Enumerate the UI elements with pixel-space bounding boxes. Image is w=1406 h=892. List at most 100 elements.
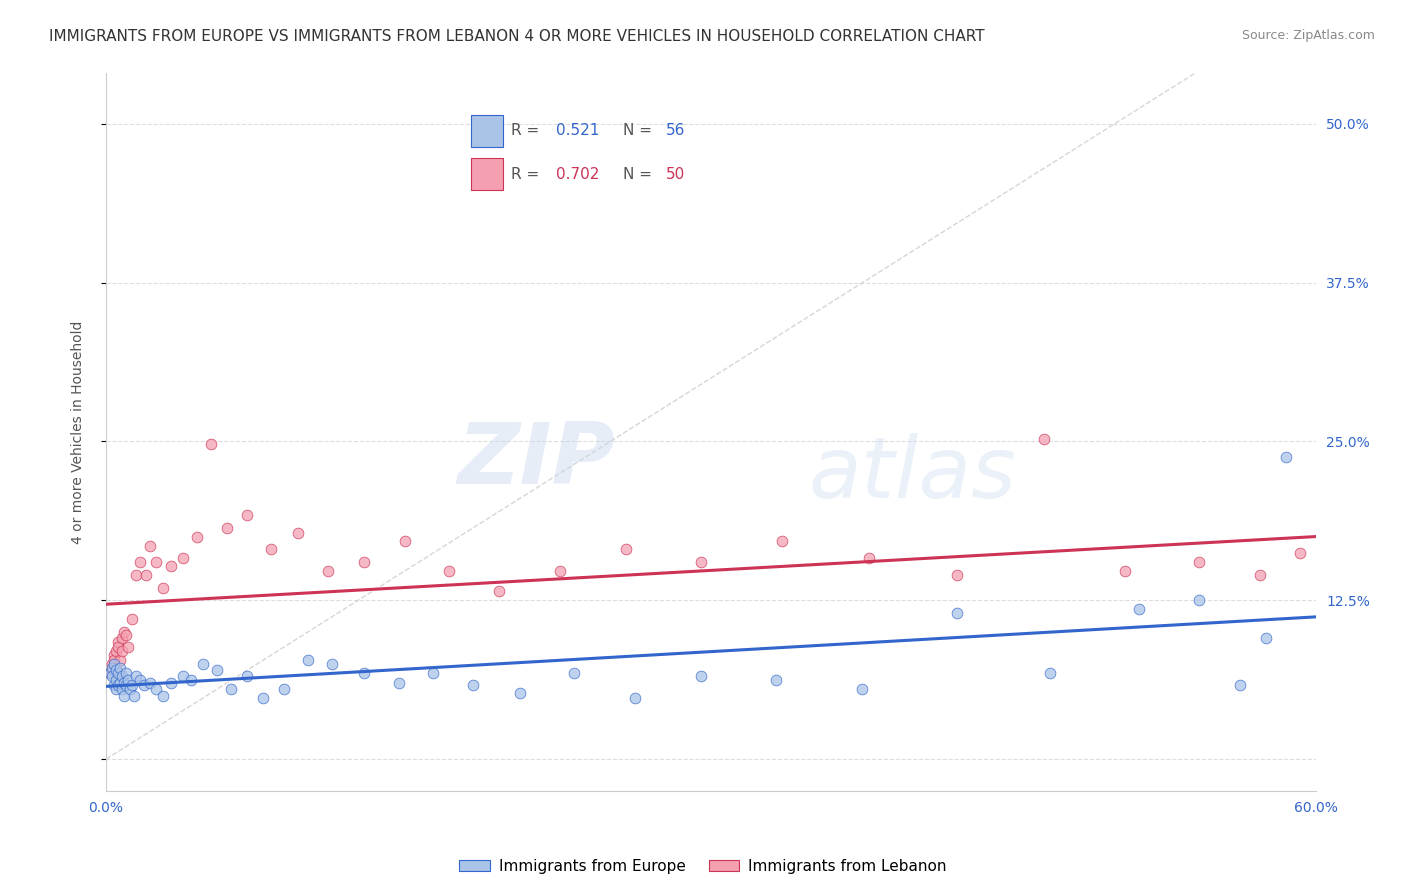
Point: [316, 564, 339, 578]
Point: [105, 660, 128, 674]
Point: [101, 663, 124, 677]
Point: [273, 682, 295, 697]
Point: [260, 542, 283, 557]
Point: [112, 689, 135, 703]
Point: [121, 678, 143, 692]
Point: [1289, 546, 1312, 560]
Point: [172, 551, 194, 566]
Point: [112, 625, 135, 640]
Point: [135, 567, 157, 582]
Point: [98, 665, 121, 680]
Point: [770, 533, 793, 548]
Point: [690, 555, 713, 569]
Point: [125, 669, 148, 683]
Point: [124, 689, 146, 703]
Point: [108, 653, 131, 667]
Point: [437, 564, 460, 578]
Point: [103, 678, 125, 692]
Point: [1229, 678, 1251, 692]
Point: [159, 558, 181, 573]
Point: [1329, 567, 1351, 582]
Point: [107, 640, 129, 655]
Point: [236, 508, 259, 522]
Point: [463, 678, 485, 692]
Point: [623, 691, 645, 706]
Point: [1341, 558, 1364, 573]
Point: [321, 657, 343, 671]
Point: [509, 686, 531, 700]
Point: [1254, 632, 1277, 646]
Point: [115, 665, 138, 680]
Point: [946, 567, 969, 582]
Point: [111, 682, 134, 697]
Point: [1039, 665, 1062, 680]
Point: [105, 682, 128, 697]
Point: [105, 644, 128, 658]
Point: [1128, 602, 1150, 616]
Point: [101, 660, 124, 674]
Point: [108, 676, 131, 690]
Point: [139, 676, 162, 690]
Point: [111, 669, 134, 683]
Point: [103, 657, 125, 671]
Point: [111, 644, 134, 658]
Point: [252, 691, 274, 706]
Point: [205, 663, 228, 677]
Point: [121, 612, 143, 626]
Point: [353, 555, 375, 569]
Point: [1249, 567, 1271, 582]
Point: [101, 657, 124, 671]
Point: [112, 676, 135, 690]
Point: [107, 665, 129, 680]
Point: [690, 669, 713, 683]
Point: [139, 539, 162, 553]
Text: ZIP: ZIP: [457, 419, 614, 502]
Point: [115, 678, 138, 692]
Point: [105, 673, 128, 688]
Point: [488, 584, 510, 599]
Text: atlas: atlas: [808, 434, 1017, 516]
Point: [145, 555, 167, 569]
Point: [129, 673, 152, 688]
Point: [180, 673, 202, 688]
Point: [120, 682, 142, 697]
Point: [129, 555, 152, 569]
Point: [134, 678, 156, 692]
Point: [115, 627, 138, 641]
Point: [108, 660, 131, 674]
Point: [1114, 564, 1136, 578]
Point: [422, 665, 444, 680]
Point: [186, 530, 208, 544]
Point: [217, 521, 239, 535]
Point: [107, 678, 129, 692]
Point: [152, 581, 174, 595]
Point: [105, 663, 128, 677]
Point: [152, 689, 174, 703]
Point: [851, 682, 873, 697]
Point: [111, 632, 134, 646]
Point: [103, 653, 125, 667]
Point: [765, 673, 787, 688]
Point: [1188, 555, 1211, 569]
Point: [117, 673, 139, 688]
Point: [1315, 555, 1337, 569]
Point: [548, 564, 571, 578]
Point: [616, 542, 638, 557]
Point: [145, 682, 167, 697]
Point: [562, 665, 585, 680]
Point: [1188, 593, 1211, 607]
Point: [117, 640, 139, 655]
Legend: Immigrants from Europe, Immigrants from Lebanon: Immigrants from Europe, Immigrants from …: [453, 853, 953, 880]
Point: [191, 657, 214, 671]
Point: [394, 533, 416, 548]
Point: [1033, 432, 1056, 446]
Point: [200, 437, 222, 451]
Point: [101, 669, 124, 683]
Point: [219, 682, 242, 697]
Point: [353, 665, 375, 680]
Point: [297, 653, 319, 667]
Point: [107, 635, 129, 649]
Point: [946, 606, 969, 620]
Point: [125, 567, 148, 582]
Point: [103, 648, 125, 662]
